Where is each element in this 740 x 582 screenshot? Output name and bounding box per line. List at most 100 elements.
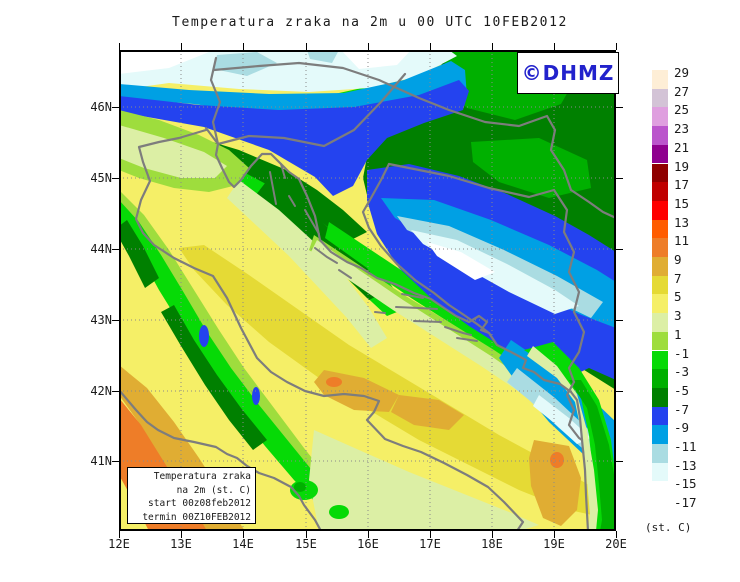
colorbar-level-label: -1 bbox=[674, 345, 690, 361]
lon-tick-top bbox=[430, 43, 431, 50]
colorbar-level-label: -7 bbox=[674, 401, 690, 417]
colorbar-unit-label: (st. C) bbox=[645, 521, 692, 534]
info-line-1: Temperatura zraka bbox=[153, 471, 251, 482]
lat-tick-left bbox=[112, 461, 119, 462]
colorbar-level-label: 15 bbox=[674, 195, 690, 211]
colorbar-level-label: -5 bbox=[674, 382, 690, 398]
map-svg bbox=[119, 50, 616, 531]
colorbar-level-label: 21 bbox=[674, 139, 690, 155]
lon-tick-bottom bbox=[181, 531, 182, 538]
colorbar-swatch bbox=[652, 481, 668, 501]
info-line-3: start 00z08feb2012 bbox=[148, 498, 251, 509]
colorbar-level-label: -3 bbox=[674, 364, 690, 380]
colorbar-swatch bbox=[652, 294, 668, 314]
info-line-4: termin 00Z10FEB2012 bbox=[142, 511, 251, 523]
colorbar-swatch bbox=[652, 88, 668, 108]
lat-axis-label: 41N bbox=[90, 454, 112, 468]
lon-tick-top bbox=[119, 43, 120, 50]
lat-axis-label: 46N bbox=[90, 100, 112, 114]
lon-tick-top bbox=[492, 43, 493, 50]
graticule bbox=[119, 50, 616, 531]
lon-tick-bottom bbox=[243, 531, 244, 538]
colorbar-swatch bbox=[652, 238, 668, 257]
colorbar-swatch bbox=[652, 200, 668, 220]
colorbar-level-label: 13 bbox=[674, 214, 690, 230]
colorbar-swatch bbox=[652, 425, 668, 444]
colorbar-swatch bbox=[652, 163, 668, 183]
colorbar-swatch bbox=[652, 144, 668, 164]
colorbar-level-label: 1 bbox=[674, 326, 682, 342]
dhmz-watermark: ©DHMZ bbox=[517, 52, 619, 94]
lon-axis-label: 12E bbox=[108, 537, 130, 551]
lat-tick-left bbox=[112, 107, 119, 108]
lon-axis-label: 20E bbox=[605, 537, 627, 551]
colorbar-level-label: 25 bbox=[674, 102, 690, 118]
colorbar-swatch bbox=[652, 313, 668, 332]
colorbar-swatch bbox=[652, 369, 668, 388]
colorbar-level-label: -13 bbox=[674, 457, 697, 473]
lat-tick-right bbox=[616, 249, 623, 250]
dhmz-label: ©DHMZ bbox=[521, 61, 615, 85]
lat-tick-left bbox=[112, 178, 119, 179]
colorbar-swatch bbox=[652, 462, 668, 482]
colorbar-level-label: 9 bbox=[674, 252, 682, 267]
lon-axis-label: 13E bbox=[170, 537, 192, 551]
info-line-2: na 2m (st. C) bbox=[176, 484, 251, 496]
colorbar-swatch bbox=[652, 107, 668, 127]
colorbar-swatch bbox=[652, 182, 668, 201]
map-frame bbox=[119, 50, 616, 531]
lon-tick-bottom bbox=[616, 531, 617, 538]
lat-axis-label: 43N bbox=[90, 313, 112, 327]
colorbar-swatch bbox=[652, 275, 668, 295]
lon-tick-bottom bbox=[554, 531, 555, 538]
lat-tick-right bbox=[616, 107, 623, 108]
lon-axis-label: 14E bbox=[232, 537, 254, 551]
colorbar-level-label: 27 bbox=[674, 83, 690, 99]
lon-tick-top bbox=[616, 43, 617, 50]
islands bbox=[269, 163, 478, 342]
lon-tick-bottom bbox=[119, 531, 120, 538]
colorbar-level-label: 29 bbox=[674, 65, 690, 80]
colorbar-swatch bbox=[652, 406, 668, 426]
lat-tick-right bbox=[616, 320, 623, 321]
colorbar-level-label: 7 bbox=[674, 270, 682, 286]
lon-axis-label: 15E bbox=[295, 537, 317, 551]
lon-tick-bottom bbox=[492, 531, 493, 538]
lat-tick-left bbox=[112, 320, 119, 321]
colorbar-level-label: 5 bbox=[674, 289, 682, 305]
lat-tick-right bbox=[616, 391, 623, 392]
colorbar-swatch bbox=[652, 331, 668, 351]
colorbar-level-label: 3 bbox=[674, 308, 682, 324]
lat-tick-left bbox=[112, 391, 119, 392]
lon-tick-top bbox=[243, 43, 244, 50]
lon-axis-label: 19E bbox=[543, 537, 565, 551]
lon-tick-bottom bbox=[368, 531, 369, 538]
lon-axis-label: 18E bbox=[481, 537, 503, 551]
colorbar-swatch bbox=[652, 70, 668, 89]
colorbar-swatch bbox=[652, 387, 668, 407]
country-borders bbox=[209, 50, 616, 442]
lon-tick-top bbox=[181, 43, 182, 50]
colorbar-level-label: 23 bbox=[674, 121, 690, 137]
legend-info-box: Temperatura zraka na 2m (st. C) start 00… bbox=[127, 467, 256, 524]
colorbar-level-label: -9 bbox=[674, 420, 690, 436]
colorbar-level-label: 19 bbox=[674, 158, 690, 174]
colorbar-level-label: -17 bbox=[674, 495, 697, 511]
colorbar-level-label: -11 bbox=[674, 439, 697, 454]
lon-tick-bottom bbox=[430, 531, 431, 538]
lon-tick-top bbox=[368, 43, 369, 50]
temperature-colorbar: (st. C) 29 27 25 23 21 19 17 15 13 11 9 7 5 3 1 -1 -3 -5 -… bbox=[645, 0, 740, 582]
lat-axis-label: 42N bbox=[90, 384, 112, 398]
coastlines bbox=[119, 126, 590, 531]
lat-tick-right bbox=[616, 178, 623, 179]
colorbar-swatch bbox=[652, 444, 668, 463]
lat-tick-left bbox=[112, 249, 119, 250]
lat-tick-right bbox=[616, 461, 623, 462]
lon-tick-top bbox=[554, 43, 555, 50]
colorbar-swatch bbox=[652, 257, 668, 276]
colorbar-level-label: 17 bbox=[674, 177, 690, 193]
page-title: Temperatura zraka na 2m u 00 UTC 10FEB20… bbox=[172, 15, 568, 30]
colorbar-swatch bbox=[652, 350, 668, 370]
lon-axis-label: 16E bbox=[357, 537, 379, 551]
